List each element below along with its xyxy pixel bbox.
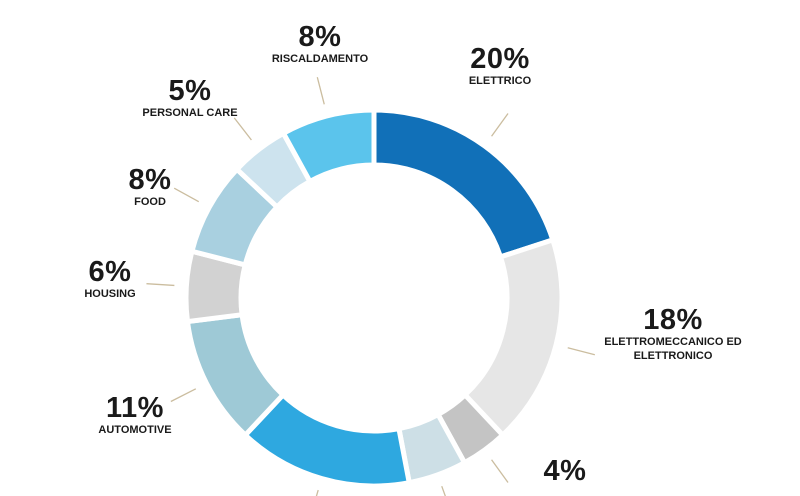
leader-line (233, 117, 252, 141)
slice-name: ELETTROMECCANICO ED ELETTRONICO (604, 336, 742, 362)
slice-elettrico (371, 107, 556, 261)
slice-name: AUTOMOTIVE (98, 424, 172, 436)
label-elettrico: 20% ELETTRICO (430, 44, 570, 88)
leader-line (315, 489, 319, 496)
leader-line (441, 485, 446, 496)
slice-name: HOUSING (84, 288, 136, 300)
slice-pct: 8% (298, 21, 342, 53)
label-elettromeccanico: 18% ELETTROMECCANICO ED ELETTRONICO (598, 305, 748, 363)
slice-pct: 6% (88, 256, 132, 288)
slice-name: FOOD (134, 196, 166, 208)
label-automotive: 11% AUTOMOTIVE (70, 393, 200, 437)
label-personal-care: 5% PERSONAL CARE (120, 76, 260, 120)
label-4pct: 4% (520, 456, 610, 486)
label-housing: 6% HOUSING (60, 257, 160, 301)
leader-line (491, 113, 509, 137)
slice-pct: 5% (168, 75, 212, 107)
leader-line (146, 283, 175, 287)
label-riscaldamento: 8% RISCALDAMENTO (250, 22, 390, 66)
slice-name: ELETTRICO (468, 75, 532, 87)
slice-name: PERSONAL CARE (142, 107, 238, 119)
leader-line (173, 187, 200, 203)
slice-pct: 18% (643, 304, 703, 336)
leader-line (567, 347, 595, 356)
slice-pct: 4% (543, 455, 587, 487)
leader-line (170, 388, 197, 403)
slice-elettromeccanico (461, 236, 565, 439)
slice-name: RISCALDAMENTO (271, 53, 369, 65)
leader-line (491, 459, 509, 483)
label-food: 8% FOOD (100, 165, 200, 209)
slice-pct: 20% (470, 43, 530, 75)
slice-pct: 8% (128, 164, 172, 196)
slice-riscaldamento (280, 107, 377, 185)
slice-pct: 11% (106, 392, 164, 424)
leader-line (316, 77, 325, 105)
